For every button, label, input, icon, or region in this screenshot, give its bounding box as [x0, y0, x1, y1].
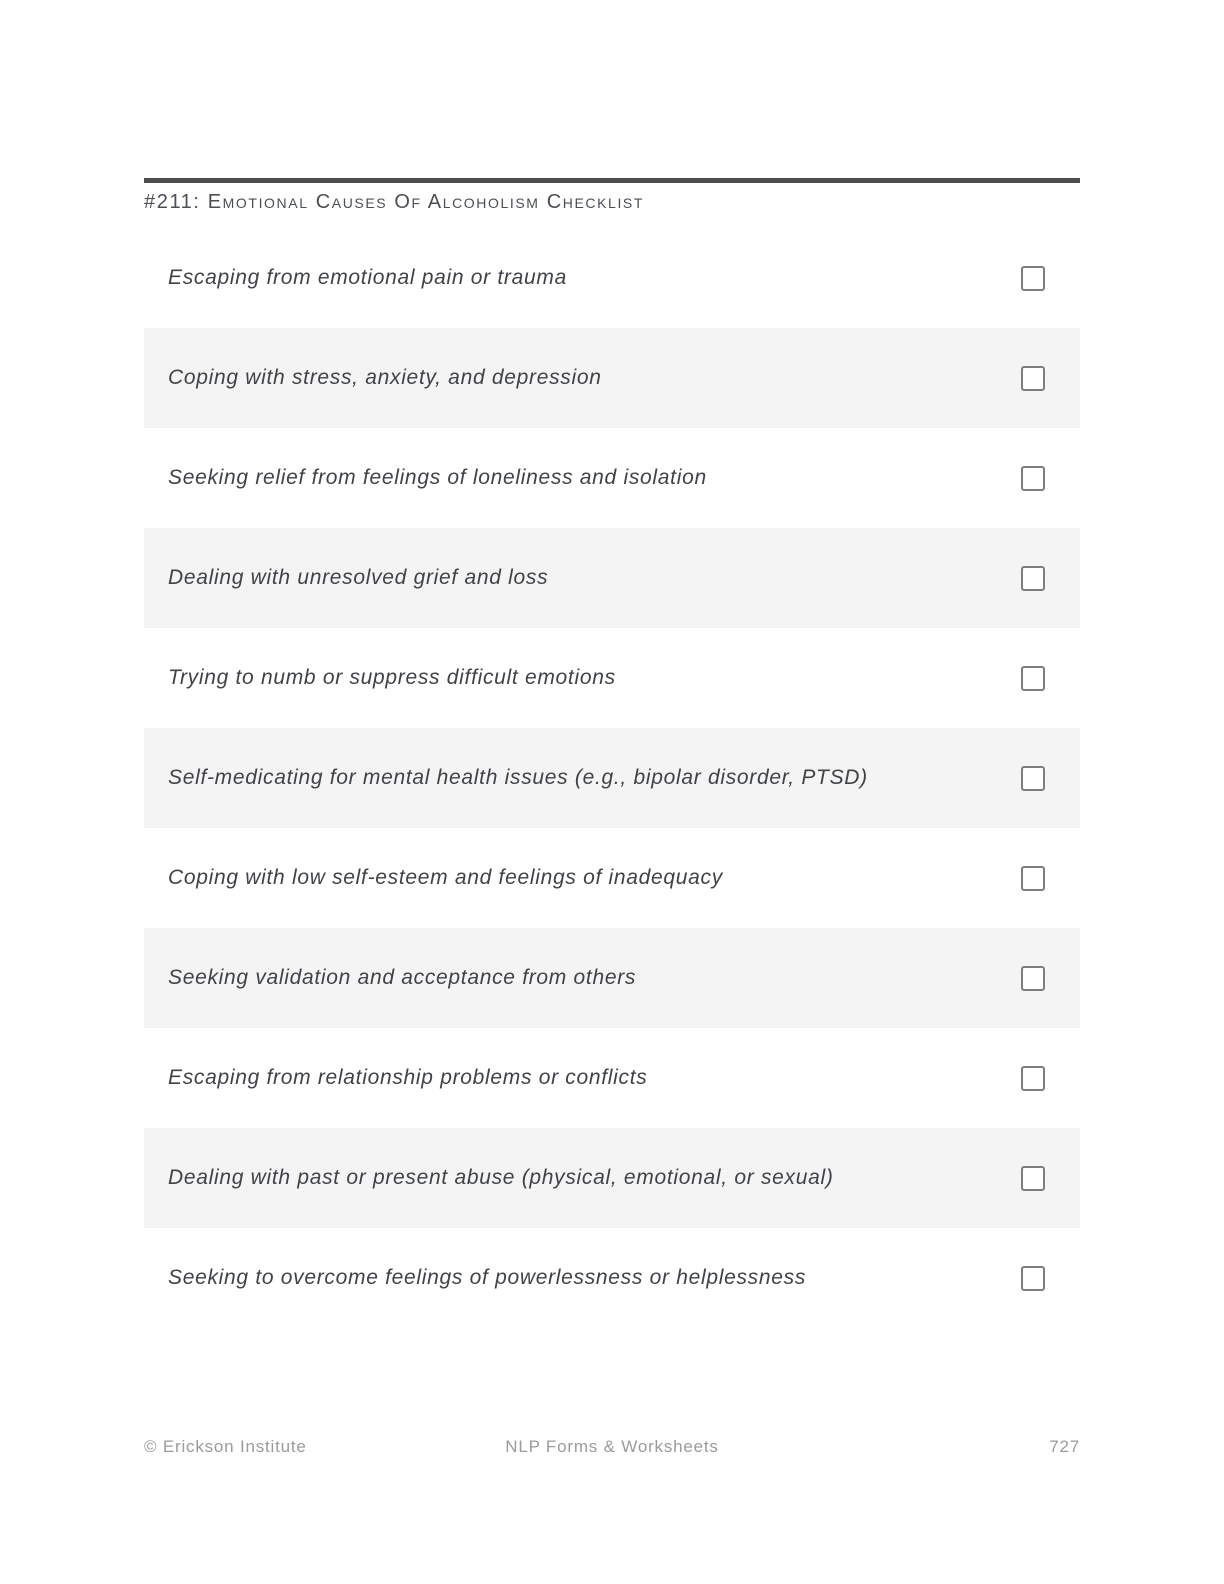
- checkbox[interactable]: [1021, 1065, 1045, 1091]
- footer-book-title: NLP Forms & Worksheets: [505, 1437, 719, 1456]
- checklist-item-label: Seeking to overcome feelings of powerles…: [168, 1266, 807, 1290]
- checkbox[interactable]: [1021, 565, 1045, 591]
- checklist-row: Escaping from emotional pain or trauma: [144, 228, 1080, 329]
- footer-page-number: 727: [1049, 1437, 1080, 1456]
- checklist-item-label: Dealing with unresolved grief and loss: [168, 566, 549, 590]
- checklist-item-label: Seeking relief from feelings of loneline…: [168, 466, 707, 490]
- checkbox[interactable]: [1021, 865, 1045, 891]
- checklist-item-label: Dealing with past or present abuse (phys…: [168, 1166, 834, 1190]
- checklist-item-label: Seeking validation and acceptance from o…: [168, 966, 637, 990]
- checkbox[interactable]: [1021, 1265, 1045, 1291]
- checklist-row: Escaping from relationship problems or c…: [144, 1028, 1080, 1129]
- checklist-item-label: Trying to numb or suppress difficult emo…: [168, 666, 616, 690]
- content-area: #211: Emotional Causes Of Alcoholism Che…: [144, 178, 1080, 1329]
- checkbox[interactable]: [1021, 465, 1045, 491]
- checklist-row: Coping with stress, anxiety, and depress…: [144, 328, 1080, 429]
- checklist-row: Seeking relief from feelings of loneline…: [144, 428, 1080, 529]
- checkbox[interactable]: [1021, 265, 1045, 291]
- checklist-row: Seeking validation and acceptance from o…: [144, 928, 1080, 1029]
- checkbox[interactable]: [1021, 765, 1045, 791]
- checklist-row: Self-medicating for mental health issues…: [144, 728, 1080, 829]
- page-footer: © Erickson Institute NLP Forms & Workshe…: [144, 1437, 1080, 1457]
- checklist: Escaping from emotional pain or trauma C…: [144, 228, 1080, 1329]
- checklist-item-label: Coping with stress, anxiety, and depress…: [168, 366, 602, 390]
- checklist-row: Dealing with past or present abuse (phys…: [144, 1128, 1080, 1229]
- checklist-item-label: Escaping from relationship problems or c…: [168, 1066, 648, 1090]
- checklist-row: Trying to numb or suppress difficult emo…: [144, 628, 1080, 729]
- checkbox[interactable]: [1021, 1165, 1045, 1191]
- checkbox[interactable]: [1021, 665, 1045, 691]
- checklist-row: Coping with low self-esteem and feelings…: [144, 828, 1080, 929]
- checklist-item-label: Coping with low self-esteem and feelings…: [168, 866, 723, 890]
- header-rule: [144, 178, 1080, 183]
- page-title: #211: Emotional Causes Of Alcoholism Che…: [144, 191, 645, 213]
- footer-copyright: © Erickson Institute: [144, 1437, 307, 1456]
- checklist-row: Seeking to overcome feelings of powerles…: [144, 1228, 1080, 1329]
- checkbox[interactable]: [1021, 365, 1045, 391]
- checklist-item-label: Self-medicating for mental health issues…: [168, 766, 868, 790]
- checklist-row: Dealing with unresolved grief and loss: [144, 528, 1080, 629]
- checkbox[interactable]: [1021, 965, 1045, 991]
- checklist-item-label: Escaping from emotional pain or trauma: [168, 266, 567, 290]
